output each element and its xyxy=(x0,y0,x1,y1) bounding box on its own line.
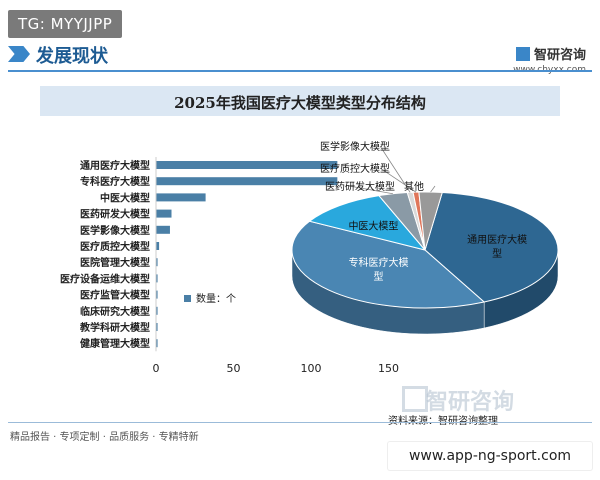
bar-category-label: 健康管理大模型 xyxy=(80,337,150,350)
bar xyxy=(156,209,172,218)
pie-leader-line xyxy=(379,167,417,193)
pie-slice xyxy=(308,195,427,251)
pie-slice-label: 通用医疗大模 xyxy=(467,233,527,246)
bar xyxy=(156,290,158,299)
legend-swatch xyxy=(184,295,191,302)
bar-category-label: 专科医疗大模型 xyxy=(80,175,150,188)
pie-slice-label: 专科医疗大模 xyxy=(349,256,409,269)
chart-title: 2025年我国医疗大模型类型分布结构 xyxy=(174,94,426,112)
bar xyxy=(156,193,206,202)
watermark: 智研咨询 xyxy=(426,390,515,415)
bar xyxy=(156,258,158,267)
bar xyxy=(156,177,338,186)
chart-title-banner: 2025年我国医疗大模型类型分布结构 xyxy=(40,86,560,116)
bar-category-label: 医疗监管大模型 xyxy=(80,289,150,302)
pie-slice-label: 型 xyxy=(374,270,384,283)
bar xyxy=(156,306,158,315)
pie-slice xyxy=(291,220,486,309)
header-divider xyxy=(8,70,592,72)
bar-category-label: 教学科研大模型 xyxy=(79,321,150,334)
bar xyxy=(156,339,158,348)
x-tick-label: 150 xyxy=(378,362,399,375)
legend-label: 数量：个 xyxy=(196,292,236,305)
bar xyxy=(156,242,160,250)
pie-slice-label: 中医大模型 xyxy=(348,220,398,233)
watermark-logo-icon xyxy=(402,386,428,412)
bar-category-label: 医疗质控大模型 xyxy=(80,240,150,253)
brand-logo-icon xyxy=(515,47,530,61)
pie-leader-line xyxy=(348,185,393,195)
pie-slice-label: 医学影像大模型 xyxy=(320,140,390,153)
bar-category-label: 医学影像大模型 xyxy=(80,224,150,237)
footer-divider xyxy=(8,422,592,423)
bar xyxy=(156,225,170,234)
bar-category-label: 医药研发大模型 xyxy=(80,208,150,221)
bar xyxy=(156,161,338,169)
tag-label: TG: MYYJJPP xyxy=(8,10,123,38)
bar-category-label: 中医大模型 xyxy=(100,191,150,204)
bar-category-label: 医院管理大模型 xyxy=(80,256,150,269)
x-tick-label: 0 xyxy=(153,362,160,375)
x-tick-label: 50 xyxy=(227,362,241,375)
pie-slice-label: 型 xyxy=(492,247,502,260)
footer-services: 精品报告 · 专项定制 · 品质服务 · 专精特新 xyxy=(10,432,199,443)
site-label: www.app-ng-sport.com xyxy=(388,442,592,470)
x-tick-label: 100 xyxy=(301,362,322,375)
pie-slice xyxy=(424,191,559,303)
bar-category-label: 通用医疗大模型 xyxy=(80,159,150,172)
pie-slice-label: 其他 xyxy=(404,180,424,193)
bar-category-label: 临床研究大模型 xyxy=(80,305,150,318)
source-note: 资料来源：智研咨询整理 xyxy=(388,412,498,427)
brand-name: 智研咨询 xyxy=(533,48,586,63)
bar-category-label: 医疗设备运维大模型 xyxy=(60,272,150,285)
bar xyxy=(156,274,158,283)
page-title: 发展现状 xyxy=(36,46,108,67)
arrow-icon xyxy=(8,46,30,62)
pie-slice-label: 医疗质控大模型 xyxy=(320,162,390,175)
pie-leader-line xyxy=(430,185,436,193)
bar xyxy=(156,323,158,331)
pie-slice-label: 医药研发大模型 xyxy=(325,180,395,193)
